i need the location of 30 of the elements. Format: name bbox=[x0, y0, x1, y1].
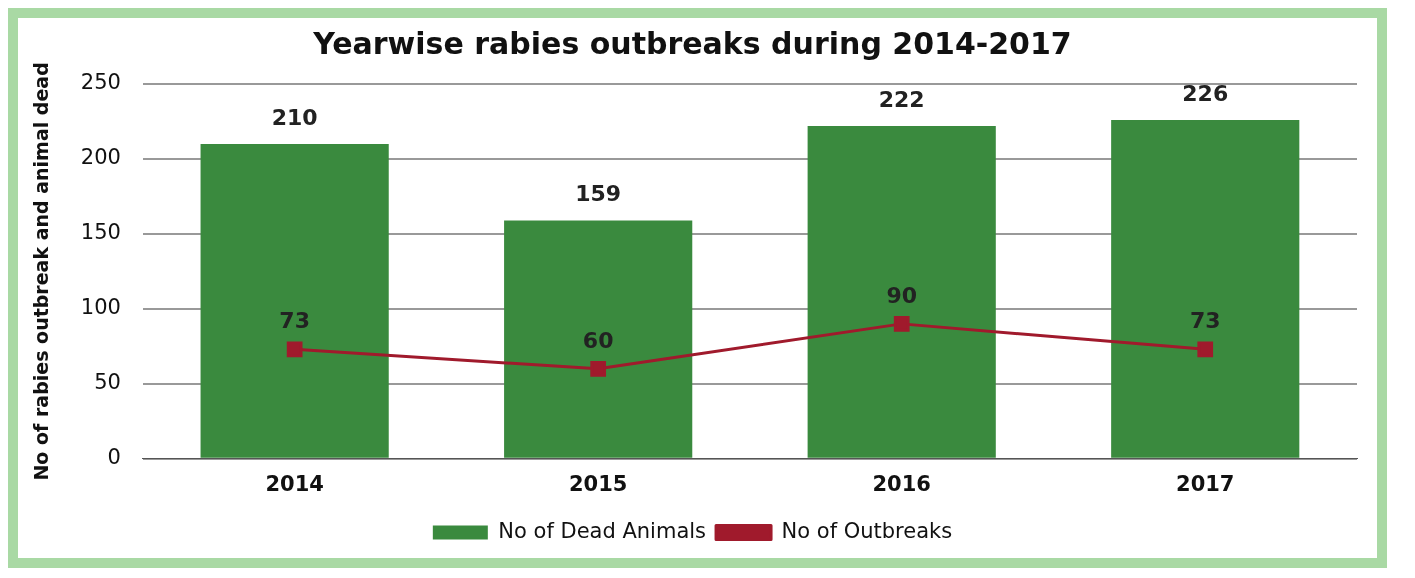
y-axis-title: No of rabies outbreak and animal dead bbox=[30, 62, 53, 481]
x-tick-label: 2016 bbox=[872, 471, 931, 496]
data-label: 159 bbox=[575, 181, 622, 207]
data-label: 60 bbox=[582, 327, 614, 353]
y-tick-label: 50 bbox=[94, 370, 121, 395]
x-tick-label: 2015 bbox=[568, 471, 628, 496]
data-label: 210 bbox=[271, 104, 318, 130]
point bbox=[590, 360, 607, 377]
point bbox=[1197, 341, 1214, 358]
bar bbox=[504, 220, 693, 458]
legend-label: No of Outbreaks bbox=[781, 518, 953, 543]
y-tick-label: 200 bbox=[80, 145, 121, 170]
data-label: 222 bbox=[878, 86, 925, 112]
data-label: 73 bbox=[1189, 308, 1221, 334]
chart-title: Yearwise rabies outbreaks during 2014-2017 bbox=[312, 25, 1072, 61]
y-tick-label: 250 bbox=[80, 70, 121, 95]
point bbox=[893, 316, 910, 332]
data-label: 73 bbox=[279, 308, 310, 334]
point bbox=[286, 341, 303, 358]
y-tick-label: 0 bbox=[107, 445, 121, 470]
x-tick-label: 2014 bbox=[265, 471, 324, 496]
bar bbox=[1111, 119, 1300, 458]
y-tick-label: 150 bbox=[80, 220, 121, 245]
data-label: 90 bbox=[886, 282, 918, 308]
bar bbox=[807, 125, 996, 458]
legend-label: No of Dead Animals bbox=[498, 518, 707, 543]
bar bbox=[200, 143, 389, 458]
x-tick-label: 2017 bbox=[1176, 471, 1235, 496]
data-label: 226 bbox=[1182, 80, 1229, 106]
y-tick-label: 100 bbox=[80, 295, 121, 320]
